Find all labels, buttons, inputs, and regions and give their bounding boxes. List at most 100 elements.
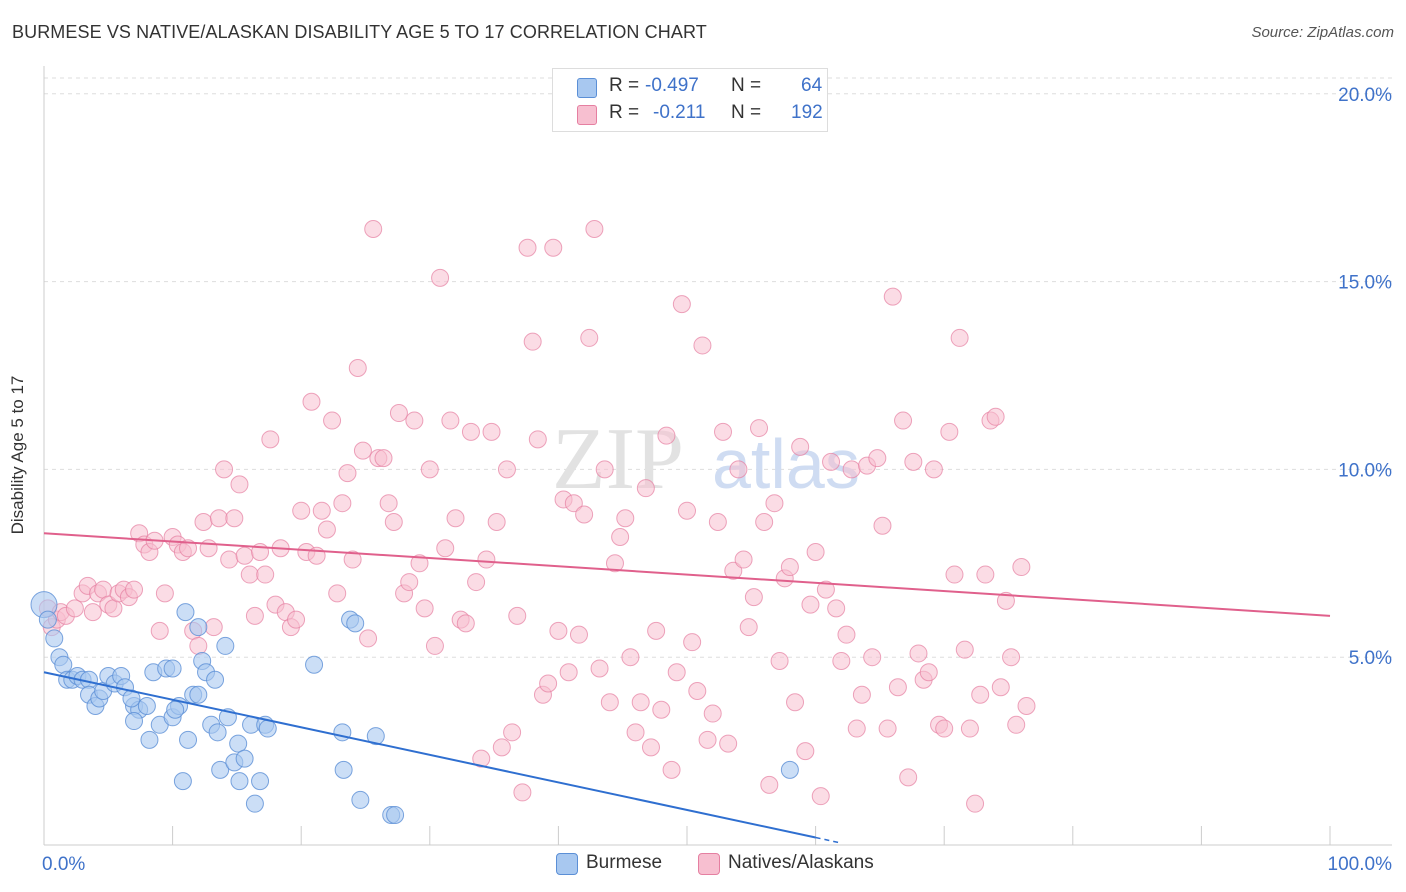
burmese-point xyxy=(251,772,270,791)
burmese-trend-extension xyxy=(815,836,842,844)
natives-point xyxy=(976,565,995,584)
y-tick-label: 15.0% xyxy=(1338,273,1392,294)
natives-point xyxy=(446,509,465,528)
natives-point xyxy=(1012,558,1031,577)
natives-point xyxy=(734,550,753,569)
natives-point xyxy=(693,336,712,355)
natives-point xyxy=(492,738,511,757)
natives-point xyxy=(611,528,630,546)
natives-point xyxy=(755,512,774,531)
natives-point xyxy=(924,460,943,479)
burmese-point xyxy=(137,697,156,716)
natives-point xyxy=(883,287,902,306)
natives-point xyxy=(950,328,969,347)
natives-point xyxy=(811,787,830,806)
burmese-point xyxy=(780,760,799,779)
burmese-point xyxy=(216,636,235,655)
natives-point xyxy=(796,742,815,761)
natives-point xyxy=(467,573,486,592)
natives-point xyxy=(179,539,198,558)
natives-point xyxy=(472,749,491,768)
natives-point xyxy=(647,621,666,640)
chart-source: Source: ZipAtlas.com xyxy=(1251,24,1394,41)
natives-point xyxy=(714,422,733,441)
natives-point xyxy=(955,640,974,659)
burmese-point xyxy=(386,805,405,824)
natives-point xyxy=(945,565,964,584)
natives-point xyxy=(487,512,506,531)
burmese-point xyxy=(176,603,195,622)
natives-point xyxy=(456,614,475,633)
y-tick-label: 5.0% xyxy=(1349,648,1392,669)
burmese-point xyxy=(334,760,353,779)
burmese-point xyxy=(229,734,248,753)
natives-point xyxy=(513,783,532,802)
burmese-point xyxy=(173,772,192,791)
natives-point xyxy=(328,584,347,603)
natives-point xyxy=(364,220,383,238)
natives-point xyxy=(616,509,635,528)
natives-point xyxy=(698,730,717,749)
natives-point xyxy=(125,580,144,599)
natives-point xyxy=(657,426,676,445)
natives-point xyxy=(302,392,321,411)
natives-point xyxy=(523,332,542,351)
natives-point xyxy=(292,501,311,520)
natives-point xyxy=(904,452,923,471)
natives-point xyxy=(539,674,558,693)
natives-point xyxy=(919,663,938,682)
natives-point xyxy=(652,700,671,719)
natives-point xyxy=(209,509,228,528)
natives-point xyxy=(868,449,887,468)
natives-point xyxy=(379,494,398,513)
natives-point xyxy=(189,636,208,655)
n-value: 64 xyxy=(801,75,823,96)
natives-point xyxy=(400,573,419,592)
burmese-point xyxy=(163,659,182,678)
y-axis-label: Disability Age 5 to 17 xyxy=(8,375,27,535)
natives-point xyxy=(104,599,123,618)
chart-title: BURMESE VS NATIVE/ALASKAN DISABILITY AGE… xyxy=(12,22,707,42)
burmese-point xyxy=(140,730,159,749)
natives-point xyxy=(497,460,516,479)
natives-point xyxy=(750,419,769,438)
natives-point xyxy=(986,407,1005,426)
natives-point xyxy=(739,618,758,637)
natives-point xyxy=(575,505,594,524)
natives-point xyxy=(672,295,691,314)
r-value: -0.497 xyxy=(645,75,699,96)
burmese-point xyxy=(258,719,277,738)
natives-point xyxy=(415,599,434,618)
natives-point xyxy=(744,588,763,607)
natives-point xyxy=(405,411,424,430)
natives-point xyxy=(245,606,264,625)
stats-legend: R = -0.497 N = 64 R = -0.211 N = 192 xyxy=(552,68,828,132)
natives-point xyxy=(626,723,645,742)
natives-point xyxy=(441,411,460,430)
natives-point xyxy=(564,494,583,513)
burmese-point xyxy=(230,772,249,791)
natives-point xyxy=(806,543,825,562)
natives-point xyxy=(847,719,866,738)
natives-point xyxy=(621,648,640,667)
n-label: N = xyxy=(731,102,762,123)
natives-point xyxy=(683,633,702,652)
natives-point xyxy=(256,565,275,584)
natives-point xyxy=(816,580,835,599)
natives-point xyxy=(991,678,1010,697)
natives-point xyxy=(940,422,959,441)
natives-point xyxy=(822,452,841,471)
natives-point xyxy=(317,520,336,539)
burmese-point xyxy=(166,700,185,719)
natives-point xyxy=(966,794,985,813)
burmese-point xyxy=(179,730,198,749)
r-label: R = xyxy=(609,75,640,96)
natives-point xyxy=(631,693,650,712)
natives-point xyxy=(888,678,907,697)
natives-point xyxy=(549,621,568,640)
natives-point xyxy=(225,509,244,528)
natives-point xyxy=(605,554,624,573)
natives-point xyxy=(996,591,1015,610)
natives-point xyxy=(338,464,357,483)
